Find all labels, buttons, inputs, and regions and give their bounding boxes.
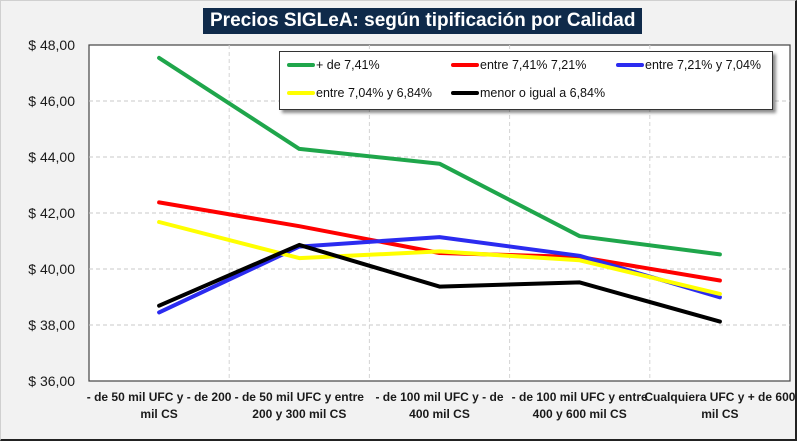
y-tick-label: $ 48,00: [28, 37, 75, 53]
legend-swatch: [287, 91, 315, 95]
y-tick-label: $ 40,00: [28, 261, 75, 277]
legend-label: entre 7,21% y 7,04%: [645, 58, 762, 72]
legend-label: entre 7,04% y 6,84%: [316, 86, 433, 100]
legend-swatch: [451, 63, 479, 67]
y-tick-label: $ 38,00: [28, 317, 75, 333]
x-tick-label: Cualquiera UFC y + de 600 mil CS: [644, 390, 795, 421]
x-axis-ticks: - de 50 mil UFC y - de 200 mil CS- de 50 …: [87, 390, 796, 421]
legend-item-blue: entre 7,21% y 7,04%: [616, 58, 761, 72]
x-tick-label: - de 100 mil UFC y entre 400 y 600 mil CS: [512, 390, 648, 421]
legend-item-green: + de 7,41%: [287, 58, 380, 72]
chart-title: Precios SIGLeA: según tipificación por C…: [203, 8, 643, 34]
legend-label: menor o igual a 6,84%: [480, 86, 606, 100]
legend: + de 7,41% entre 7,41% 7,21% entre 7,21%…: [279, 51, 773, 110]
legend-label: entre 7,41% 7,21%: [480, 58, 587, 72]
y-tick-label: $ 42,00: [28, 205, 75, 221]
legend-item-red: entre 7,41% 7,21%: [451, 58, 586, 72]
series-lines: [157, 55, 722, 324]
legend-item-yellow: entre 7,04% y 6,84%: [287, 86, 432, 100]
y-tick-label: $ 44,00: [28, 149, 75, 165]
x-tick-label: - de 50 mil UFC y - de 200 mil CS: [87, 390, 232, 421]
y-axis-ticks: $ 36,00 $ 38,00 $ 40,00 $ 42,00 $ 44,00 $ 46,…: [28, 37, 75, 389]
legend-swatch: [287, 63, 315, 67]
legend-swatch: [451, 91, 479, 95]
x-tick-label: - de 100 mil UFC y - de 400 mil CS: [375, 390, 503, 421]
legend-item-black: menor o igual a 6,84%: [451, 86, 605, 100]
legend-swatch: [616, 63, 644, 67]
y-tick-label: $ 46,00: [28, 93, 75, 109]
y-tick-label: $ 36,00: [28, 373, 75, 389]
x-tick-label: - de 50 mil UFC y entre 200 y 300 mil CS: [235, 390, 365, 421]
legend-label: + de 7,41%: [316, 58, 380, 72]
